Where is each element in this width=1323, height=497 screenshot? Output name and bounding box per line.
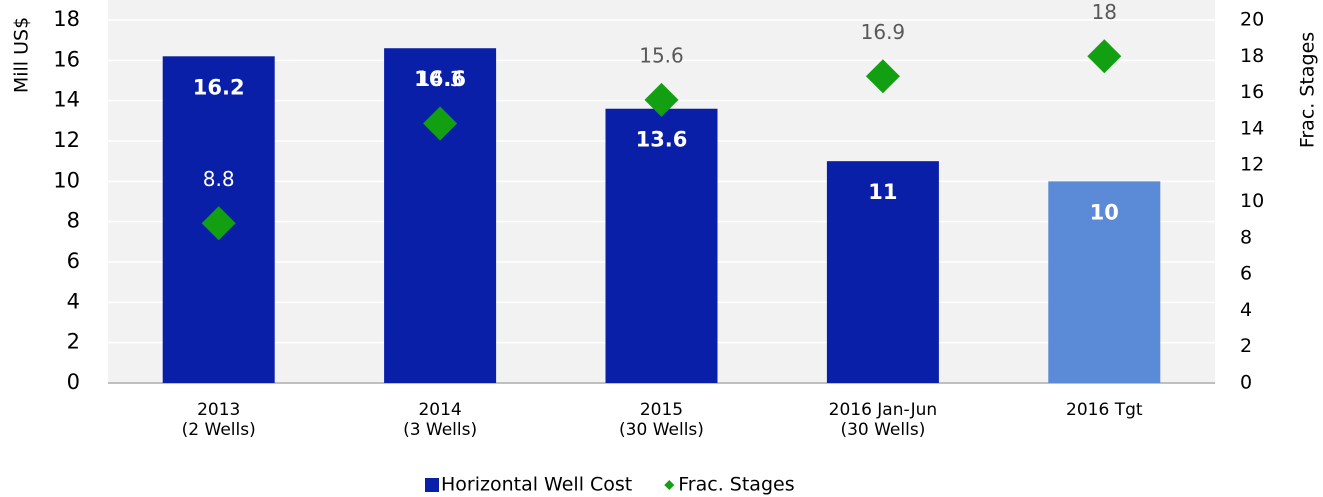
marker-value-label: 16.9 bbox=[861, 20, 906, 44]
y2-tick-label: 0 bbox=[1240, 372, 1252, 394]
y-tick-label: 10 bbox=[53, 168, 80, 192]
bar bbox=[1048, 181, 1161, 383]
x-tick-label: 2015 bbox=[640, 400, 683, 420]
marker bbox=[644, 82, 679, 117]
y-tick-label: 16 bbox=[53, 47, 80, 71]
y2-tick-label: 10 bbox=[1240, 190, 1264, 212]
y-tick-label: 18 bbox=[53, 7, 80, 31]
y-tick-label: 2 bbox=[67, 330, 80, 354]
y2-tick-label: 8 bbox=[1240, 226, 1252, 248]
marker-value-label: 8.8 bbox=[203, 167, 235, 191]
legend-label: Frac. Stages bbox=[678, 474, 794, 496]
bar-value-label: 11 bbox=[868, 180, 897, 204]
x-tick-label: (3 Wells) bbox=[403, 420, 477, 440]
bar-value-label: 13.6 bbox=[636, 128, 688, 152]
marker bbox=[423, 106, 458, 141]
y-tick-label: 4 bbox=[67, 289, 80, 313]
x-tick-label: 2016 Jan-Jun bbox=[829, 400, 938, 420]
y-tick-label: 14 bbox=[53, 88, 80, 112]
y-tick-label: 12 bbox=[53, 128, 80, 152]
y2-tick-label: 20 bbox=[1240, 9, 1264, 31]
legend-swatch bbox=[425, 478, 439, 492]
x-tick-label: (30 Wells) bbox=[840, 420, 925, 440]
y2-tick-label: 16 bbox=[1240, 81, 1264, 103]
marker-value-label: 18 bbox=[1092, 0, 1117, 24]
y2-axis-title: Frac. Stages bbox=[1297, 32, 1319, 148]
y2-tick-label: 18 bbox=[1240, 45, 1264, 67]
marker-value-label: 14.3 bbox=[418, 67, 463, 91]
y2-tick-label: 12 bbox=[1240, 154, 1264, 176]
marker bbox=[201, 206, 236, 241]
y-axis-title: Mill US$ bbox=[11, 17, 33, 93]
bar bbox=[605, 108, 718, 383]
y2-tick-label: 14 bbox=[1240, 117, 1264, 139]
y2-tick-label: 4 bbox=[1240, 299, 1252, 321]
y2-tick-label: 2 bbox=[1240, 335, 1252, 357]
y-tick-label: 8 bbox=[67, 209, 80, 233]
legend-swatch bbox=[664, 480, 675, 490]
bar bbox=[384, 48, 497, 383]
y-tick-label: 6 bbox=[67, 249, 80, 273]
bar-value-label: 16.6 bbox=[414, 67, 466, 91]
y2-tick-label: 6 bbox=[1240, 263, 1252, 285]
x-tick-label: (2 Wells) bbox=[182, 420, 256, 440]
legend-label: Horizontal Well Cost bbox=[441, 474, 632, 496]
marker-value-label: 15.6 bbox=[639, 43, 684, 67]
marker bbox=[1087, 39, 1122, 74]
x-tick-label: (30 Wells) bbox=[619, 420, 704, 440]
bar-value-label: 10 bbox=[1090, 200, 1119, 224]
bar bbox=[826, 161, 939, 383]
x-tick-label: 2013 bbox=[197, 400, 240, 420]
marker bbox=[865, 59, 900, 94]
x-tick-label: 2014 bbox=[418, 400, 461, 420]
y-tick-label: 0 bbox=[67, 370, 80, 394]
x-tick-label: 2016 Tgt bbox=[1066, 400, 1143, 420]
bar-value-label: 16.2 bbox=[193, 75, 245, 99]
